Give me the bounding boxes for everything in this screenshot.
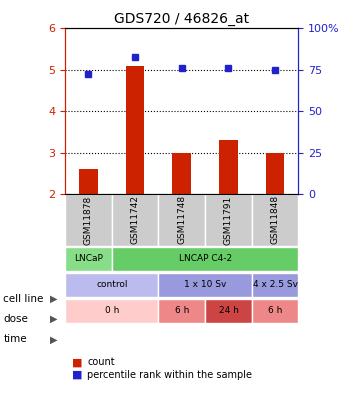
FancyBboxPatch shape	[112, 194, 158, 246]
Text: GSM11848: GSM11848	[271, 195, 280, 245]
Text: 6 h: 6 h	[268, 306, 282, 315]
Text: GSM11748: GSM11748	[177, 195, 186, 245]
Text: GSM11742: GSM11742	[131, 196, 140, 245]
FancyBboxPatch shape	[65, 273, 158, 297]
Text: GSM11878: GSM11878	[84, 195, 93, 245]
Text: ■: ■	[72, 370, 83, 379]
Text: 24 h: 24 h	[218, 306, 238, 315]
Text: 4 x 2.5 Sv: 4 x 2.5 Sv	[252, 280, 298, 289]
Bar	[219, 140, 238, 194]
Text: LNCaP: LNCaP	[74, 254, 103, 263]
Bar	[126, 66, 144, 194]
Text: ▶: ▶	[50, 294, 58, 304]
Text: count: count	[87, 358, 115, 367]
Text: dose: dose	[3, 314, 28, 324]
FancyBboxPatch shape	[205, 194, 252, 246]
Text: control: control	[96, 280, 128, 289]
Text: ■: ■	[72, 358, 83, 367]
Text: time: time	[3, 335, 27, 344]
FancyBboxPatch shape	[65, 194, 112, 246]
Bar	[79, 169, 98, 194]
FancyBboxPatch shape	[158, 273, 252, 297]
Text: ▶: ▶	[50, 335, 58, 344]
Text: ▶: ▶	[50, 314, 58, 324]
FancyBboxPatch shape	[158, 299, 205, 323]
Text: percentile rank within the sample: percentile rank within the sample	[87, 370, 252, 379]
FancyBboxPatch shape	[65, 299, 158, 323]
Title: GDS720 / 46826_at: GDS720 / 46826_at	[114, 12, 249, 26]
Text: cell line: cell line	[3, 294, 44, 304]
Text: 0 h: 0 h	[105, 306, 119, 315]
Text: 6 h: 6 h	[175, 306, 189, 315]
FancyBboxPatch shape	[252, 194, 298, 246]
Bar	[266, 153, 284, 194]
FancyBboxPatch shape	[158, 194, 205, 246]
Text: LNCAP C4-2: LNCAP C4-2	[179, 254, 232, 263]
FancyBboxPatch shape	[252, 273, 298, 297]
Text: GSM11791: GSM11791	[224, 195, 233, 245]
FancyBboxPatch shape	[205, 299, 252, 323]
FancyBboxPatch shape	[112, 247, 298, 271]
FancyBboxPatch shape	[65, 247, 112, 271]
Bar	[173, 153, 191, 194]
FancyBboxPatch shape	[252, 299, 298, 323]
Text: 1 x 10 Sv: 1 x 10 Sv	[184, 280, 226, 289]
